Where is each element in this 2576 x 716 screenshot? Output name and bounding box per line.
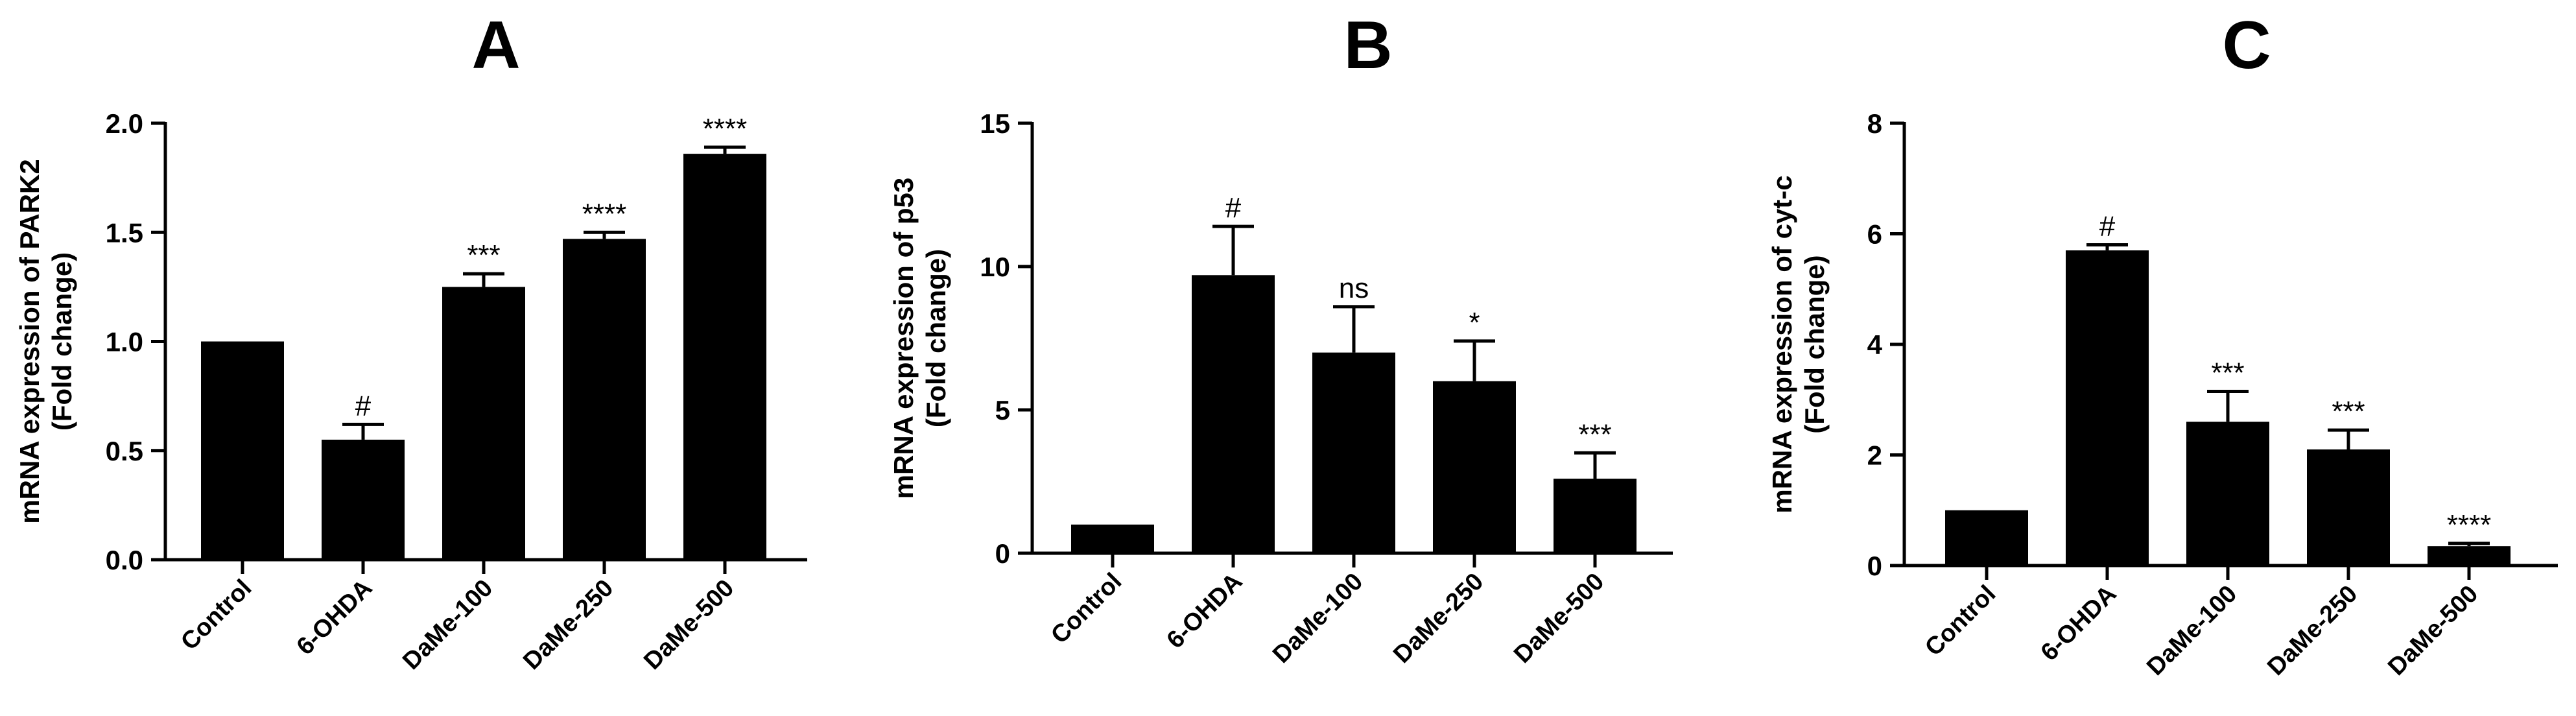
x-tick-label: Control — [176, 575, 257, 656]
y-tick-label: 0 — [995, 538, 1010, 569]
bar-dame-500 — [683, 154, 766, 560]
panel-title: A — [471, 8, 520, 83]
y-tick-label: 1.5 — [106, 217, 143, 248]
x-tick-label: DaMe-100 — [1268, 568, 1368, 669]
panel-title: C — [2222, 8, 2271, 83]
bar-6-ohda — [322, 439, 405, 560]
significance-label: # — [2099, 211, 2116, 243]
y-tick-label: 0 — [1867, 551, 1882, 581]
y-tick-label: 2 — [1867, 440, 1882, 471]
bar-dame-100 — [2186, 422, 2269, 566]
x-tick-label: 6-OHDA — [2036, 580, 2122, 667]
x-tick-label: 6-OHDA — [1162, 568, 1248, 654]
bar-dame-100 — [442, 287, 525, 560]
x-tick-label: DaMe-100 — [2142, 580, 2242, 681]
y-axis-label: mRNA expression of p53 — [888, 178, 919, 499]
bar-dame-250 — [2307, 449, 2390, 566]
significance-label: *** — [1578, 418, 1611, 450]
bar-control — [201, 341, 284, 560]
significance-label: *** — [467, 239, 500, 271]
significance-label: # — [1225, 192, 1242, 224]
y-tick-label: 1.0 — [106, 327, 143, 357]
y-tick-label: 10 — [980, 252, 1010, 282]
bar-6-ohda — [1192, 275, 1275, 553]
x-tick-label: DaMe-500 — [2383, 580, 2483, 681]
x-tick-label: Control — [1920, 580, 2001, 662]
bar-control — [1945, 510, 2028, 566]
significance-label: *** — [2332, 396, 2365, 427]
y-tick-label: 4 — [1867, 329, 1883, 360]
bar-dame-500 — [2428, 546, 2511, 566]
x-tick-label: DaMe-500 — [1509, 568, 1609, 669]
y-tick-label: 5 — [995, 395, 1010, 425]
bar-dame-250 — [1433, 381, 1516, 553]
y-tick-label: 0.0 — [106, 545, 143, 575]
x-tick-label: 6-OHDA — [292, 575, 378, 661]
x-tick-label: DaMe-250 — [2262, 580, 2363, 681]
y-axis-label: (Fold change) — [921, 249, 951, 427]
y-tick-label: 8 — [1867, 108, 1882, 139]
x-tick-label: DaMe-250 — [1388, 568, 1489, 669]
bar-control — [1071, 524, 1154, 553]
bar-dame-250 — [563, 239, 646, 560]
bar-6-ohda — [2066, 250, 2149, 566]
x-tick-label: Control — [1046, 568, 1127, 649]
significance-label: * — [1469, 307, 1480, 339]
significance-label: ns — [1339, 272, 1369, 304]
y-tick-label: 2.0 — [106, 108, 143, 139]
y-axis-label: mRNA expression of PARK2 — [14, 159, 45, 523]
y-axis-label: (Fold change) — [1799, 255, 1830, 433]
y-axis-label: (Fold change) — [47, 252, 77, 431]
y-axis-label: mRNA expression of cyt-c — [1767, 175, 1797, 513]
significance-label: **** — [703, 113, 748, 145]
panel-title: B — [1343, 8, 1392, 83]
x-tick-label: DaMe-100 — [397, 575, 498, 675]
x-tick-label: DaMe-500 — [639, 575, 739, 675]
significance-label: *** — [2211, 357, 2244, 388]
bar-dame-500 — [1554, 479, 1637, 553]
y-tick-label: 6 — [1867, 219, 1882, 250]
x-tick-label: DaMe-250 — [518, 575, 619, 675]
y-tick-label: 15 — [980, 108, 1010, 139]
bar-dame-100 — [1312, 352, 1395, 553]
y-tick-label: 0.5 — [106, 436, 143, 466]
significance-label: **** — [2447, 509, 2492, 541]
significance-label: **** — [582, 198, 627, 230]
significance-label: # — [355, 390, 372, 422]
